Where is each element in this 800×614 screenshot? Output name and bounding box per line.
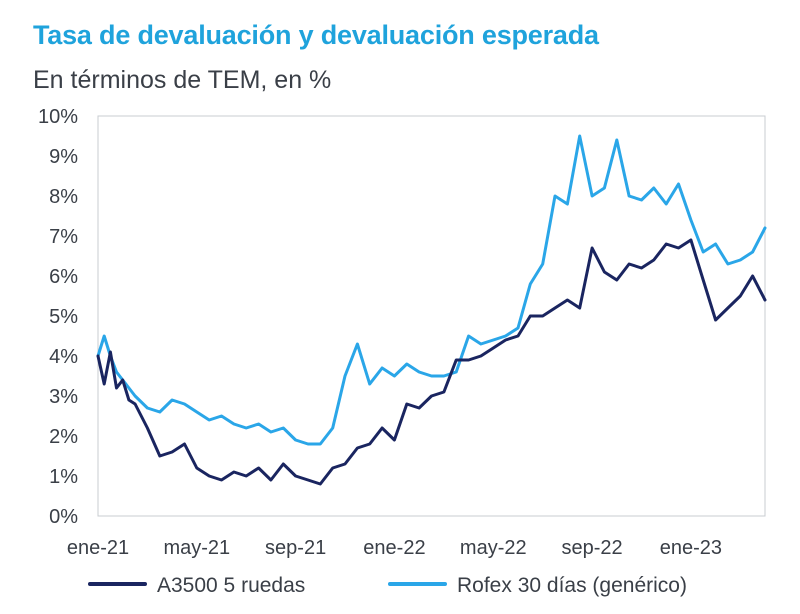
chart-subtitle: En términos de TEM, en %	[33, 66, 332, 94]
y-tick-label: 1%	[49, 466, 78, 488]
chart-title: Tasa de devaluación y devaluación espera…	[33, 20, 599, 50]
plot-area	[97, 115, 766, 517]
y-tick-label: 9%	[49, 146, 78, 168]
y-tick-label: 10%	[38, 106, 78, 128]
x-tick-label: ene-23	[660, 537, 722, 559]
y-tick-label: 5%	[49, 306, 78, 328]
y-tick-label: 2%	[49, 426, 78, 448]
series-line	[96, 238, 767, 486]
x-tick-label: may-21	[163, 537, 230, 559]
series-line	[96, 134, 767, 446]
y-tick-label: 7%	[49, 226, 78, 248]
x-tick-label: sep-22	[561, 537, 622, 559]
legend-label: Rofex 30 días (genérico)	[457, 574, 687, 597]
x-tick-label: ene-22	[363, 537, 425, 559]
y-tick-label: 8%	[49, 186, 78, 208]
y-tick-label: 3%	[49, 386, 78, 408]
legend-label: A3500 5 ruedas	[157, 574, 305, 597]
x-tick-label: sep-21	[265, 537, 326, 559]
y-tick-label: 4%	[49, 346, 78, 368]
y-tick-label: 0%	[49, 506, 78, 528]
x-tick-label: may-22	[460, 537, 527, 559]
y-tick-label: 6%	[49, 266, 78, 288]
x-tick-label: ene-21	[67, 537, 129, 559]
